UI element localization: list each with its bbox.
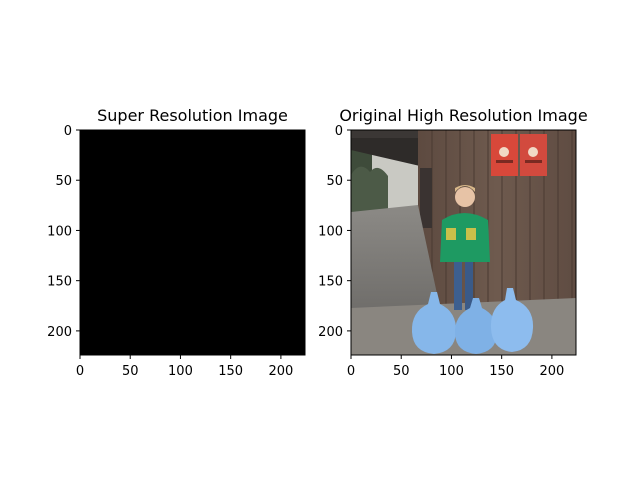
super-resolution-panel: Super Resolution Image 0 50 100 150 200 0 50 10…	[47, 106, 305, 379]
original-y-tick-label: 50	[326, 174, 343, 189]
photo-boy-leg-left	[454, 262, 462, 310]
original-x-tick-label: 50	[393, 364, 410, 379]
photo-trees-front	[351, 167, 388, 212]
super-resolution-y-tick-label: 50	[55, 174, 72, 189]
original-y-tick-label: 200	[318, 325, 343, 340]
super-resolution-y-tick-label: 0	[64, 124, 72, 139]
original-x-tick-label: 100	[439, 364, 464, 379]
photo-boy-glove-left	[446, 228, 456, 240]
original-x-tick-label: 200	[539, 364, 564, 379]
original-y-tick-label: 0	[335, 124, 343, 139]
photo-poster-left-figure	[499, 147, 509, 157]
super-resolution-x-tick-label: 50	[122, 364, 139, 379]
original-title: Original High Resolution Image	[339, 106, 587, 125]
original-photo	[351, 130, 576, 355]
super-resolution-x-tick-label: 200	[268, 364, 293, 379]
photo-roof-edge	[351, 130, 421, 138]
super-resolution-image	[80, 130, 305, 355]
photo-poster-left-text	[496, 160, 513, 163]
original-y-tick-label: 100	[318, 224, 343, 239]
super-resolution-x-tick-label: 0	[76, 364, 84, 379]
photo-window	[420, 168, 432, 228]
super-resolution-x-tick-label: 150	[218, 364, 243, 379]
photo-poster-right-figure	[528, 147, 538, 157]
super-resolution-y-tick-label: 100	[47, 224, 72, 239]
super-resolution-y-tick-label: 200	[47, 325, 72, 340]
super-resolution-title: Super Resolution Image	[97, 106, 288, 125]
original-x-tick-label: 0	[347, 364, 355, 379]
photo-boy-glove-right	[466, 228, 476, 240]
original-y-tick-label: 150	[318, 275, 343, 290]
original-x-tick-label: 150	[489, 364, 514, 379]
original-panel: Original High Resolution Image	[318, 106, 588, 379]
super-resolution-y-tick-label: 150	[47, 275, 72, 290]
super-resolution-x-tick-label: 100	[168, 364, 193, 379]
photo-boy-head	[455, 187, 475, 207]
photo-poster-right-text	[525, 160, 542, 163]
